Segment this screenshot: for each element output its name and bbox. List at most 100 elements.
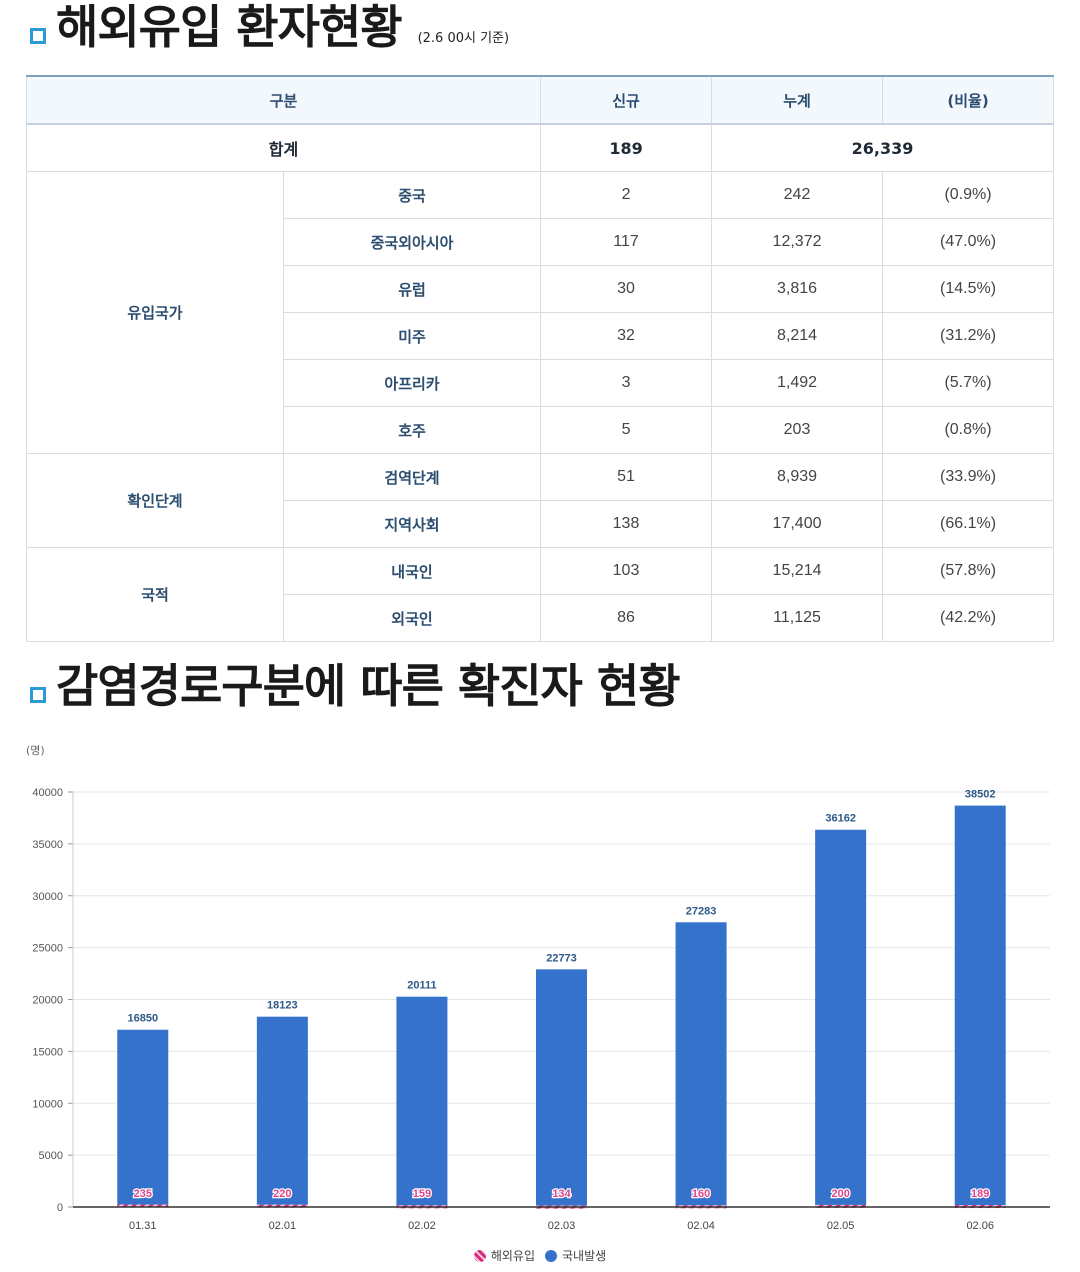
table-row: 국적 내국인 103 15,214 (57.8%) (26, 547, 1055, 642)
group-label: 유입국가 (26, 171, 284, 454)
row-label: 중국 (282, 171, 542, 219)
row-cumulative: 3,816 (711, 265, 884, 313)
row-label: 외국인 (282, 594, 542, 642)
legend-item[interactable]: 국내발생 (545, 1247, 606, 1264)
row-cumulative: 12,372 (711, 218, 884, 266)
table-row: 확인단계 검역단계 51 8,939 (33.9%) (26, 453, 1055, 548)
import-status-table: 구분 신규 누계 (비율) 합계 189 26,339 유입국가 중국 2 242 (0… (25, 75, 1055, 642)
row-new: 51 (540, 453, 713, 501)
row-new: 103 (540, 547, 713, 595)
bar-chart: (명) 0 5000 10000 15000 20000 25000 30000 35000 40… (26, 744, 1050, 1232)
data-label-domestic: 22773 (546, 952, 577, 964)
row-cumulative: 15,214 (711, 547, 884, 595)
legend-swatch-icon (473, 1249, 486, 1262)
row-new: 2 (540, 171, 713, 219)
data-label-import: 159 (413, 1188, 431, 1200)
x-tick-label: 02.06 (966, 1220, 994, 1232)
table-row: 유입국가 중국 2 242 (0.9%) (26, 171, 1055, 454)
row-ratio: (0.9%) (882, 171, 1055, 219)
row-cumulative: 8,939 (711, 453, 884, 501)
table-row: 중국외아시아 117 12,372 (47.0%) (27, 218, 1055, 266)
row-label: 유럽 (282, 265, 542, 313)
legend-swatch-icon (545, 1249, 557, 1262)
row-cumulative: 1,492 (711, 359, 884, 407)
group-label: 확인단계 (26, 453, 284, 548)
header-category: 구분 (25, 75, 542, 125)
row-label: 미주 (282, 312, 542, 360)
data-label-import: 189 (971, 1188, 989, 1200)
row-ratio: (33.9%) (882, 453, 1055, 501)
row-new: 86 (540, 594, 713, 642)
total-new: 189 (540, 123, 713, 172)
bar-import (256, 1204, 308, 1208)
data-label-import: 200 (831, 1188, 849, 1200)
group-label: 국적 (26, 547, 284, 642)
section-title-route: 감염경로구분에 따른 확진자 현황 (30, 659, 681, 713)
bar-domestic (675, 922, 727, 1206)
header-new: 신규 (540, 75, 713, 125)
row-ratio: (47.0%) (882, 218, 1055, 266)
chart-legend: 해외유입 국내발생 (0, 1247, 1080, 1264)
row-label: 내국인 (282, 547, 542, 595)
y-tick-label: 15000 (32, 1046, 63, 1058)
total-label: 합계 (25, 123, 542, 172)
row-cumulative: 8,214 (711, 312, 884, 360)
x-tick-label: 01.31 (129, 1220, 157, 1232)
y-tick-label: 40000 (32, 787, 63, 799)
data-label-domestic: 38502 (965, 789, 996, 801)
row-new: 32 (540, 312, 713, 360)
y-tick-label: 10000 (32, 1098, 63, 1110)
row-ratio: (57.8%) (882, 547, 1055, 595)
data-label-import: 134 (552, 1188, 571, 1200)
data-label-import: 220 (273, 1188, 291, 1200)
title-note: (2.6 00시 기준) (417, 31, 510, 46)
y-tick-label: 20000 (32, 995, 63, 1007)
chart-container: (명) 0 5000 10000 15000 20000 25000 30000 35000 40… (0, 735, 1080, 1272)
y-tick-label: 5000 (39, 1150, 63, 1162)
row-ratio: (66.1%) (882, 500, 1055, 548)
row-new: 3 (540, 359, 713, 407)
table-row: 미주 32 8,214 (31.2%) (27, 312, 1055, 360)
y-tick-label: 30000 (32, 891, 63, 903)
x-tick-label: 02.01 (269, 1220, 297, 1232)
legend-label: 해외유입 (490, 1249, 535, 1263)
square-bullet-icon (30, 687, 46, 703)
total-cumulative: 26,339 (711, 123, 1055, 172)
legend-item[interactable]: 해외유입 (473, 1247, 535, 1264)
row-cumulative: 242 (711, 171, 884, 219)
x-tick-label: 02.05 (827, 1220, 855, 1232)
table-header-row: 구분 신규 누계 (비율) (25, 75, 1055, 125)
data-label-import: 160 (692, 1188, 710, 1200)
bar-domestic (117, 1029, 169, 1205)
chart-section-title: 감염경로구분에 따른 확진자 현황 (56, 659, 681, 713)
y-tick-label: 25000 (32, 943, 63, 955)
row-label: 중국외아시아 (282, 218, 542, 266)
data-label-domestic: 20111 (407, 980, 436, 992)
y-tick-label: 0 (57, 1202, 63, 1214)
table-row: 외국인 86 11,125 (42.2%) (27, 594, 1055, 642)
row-label: 검역단계 (282, 453, 542, 501)
page-title: 해외유입 환자현황 (56, 0, 403, 54)
unit-label: (명) (26, 744, 45, 757)
row-ratio: (31.2%) (882, 312, 1055, 360)
x-tick-label: 02.04 (687, 1220, 715, 1232)
total-row: 합계 189 26,339 (25, 123, 1055, 172)
row-cumulative: 11,125 (711, 594, 884, 642)
legend-label: 국내발생 (562, 1249, 607, 1263)
bar-domestic (815, 829, 867, 1205)
section-title-import: 해외유입 환자현황 (2.6 00시 기준) (30, 4, 509, 50)
y-tick-label: 35000 (32, 839, 63, 851)
x-tick-label: 02.03 (548, 1220, 576, 1232)
data-label-domestic: 16850 (127, 1013, 158, 1025)
row-label: 아프리카 (282, 359, 542, 407)
bar-domestic (536, 969, 587, 1206)
row-cumulative: 203 (711, 406, 884, 454)
data-label-domestic: 27283 (686, 905, 717, 917)
row-new: 117 (540, 218, 713, 266)
header-cumulative: 누계 (711, 75, 884, 125)
bar-domestic (396, 996, 448, 1206)
row-new: 138 (540, 500, 713, 548)
row-new: 5 (540, 406, 713, 454)
row-ratio: (42.2%) (882, 594, 1055, 642)
table-row: 지역사회 138 17,400 (66.1%) (27, 500, 1055, 548)
